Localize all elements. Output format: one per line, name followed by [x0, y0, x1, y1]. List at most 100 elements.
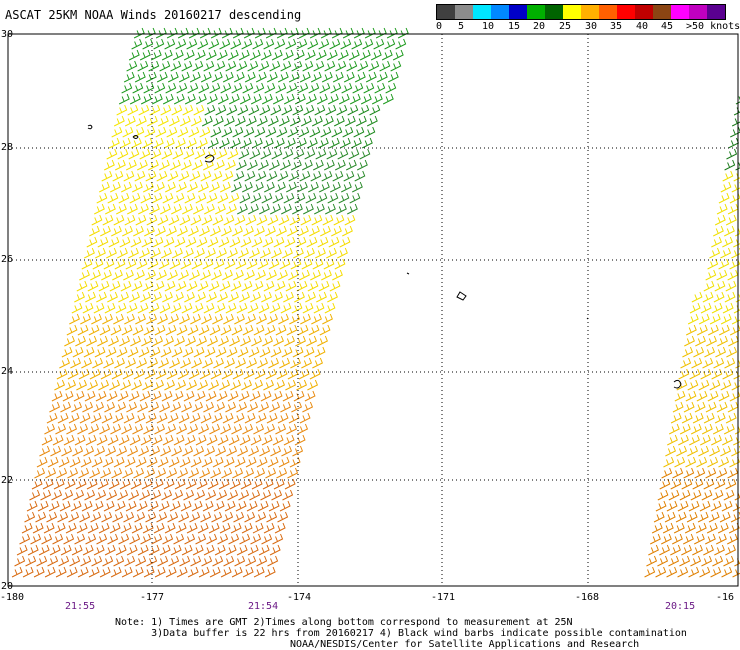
legend-label-50: >50 knots [686, 21, 740, 32]
wind-barb [657, 555, 669, 567]
wind-barb [206, 533, 218, 545]
wind-barb [279, 159, 291, 171]
wind-barb [114, 357, 126, 369]
wind-barb [223, 555, 235, 567]
wind-barb [58, 456, 70, 468]
wind-barb [353, 27, 365, 39]
wind-barb [243, 27, 255, 39]
wind-barb [106, 247, 117, 259]
wind-barb [147, 357, 159, 369]
wind-barb [395, 38, 407, 50]
wind-barb [668, 423, 680, 435]
wind-barb [661, 533, 672, 545]
wind-barb [340, 38, 352, 50]
wind-barb [103, 500, 115, 512]
wind-barb [171, 445, 183, 457]
wind-barb [250, 291, 261, 303]
wind-barb [233, 170, 245, 182]
wind-barb [87, 280, 99, 292]
wind-barb [62, 489, 74, 501]
wind-barb [731, 314, 740, 325]
wind-barb [124, 555, 136, 567]
wind-barb [169, 500, 181, 512]
wind-barb [676, 445, 688, 457]
wind-barb [703, 412, 715, 424]
wind-barb [258, 401, 270, 413]
wind-barb [224, 159, 236, 171]
wind-barb [167, 71, 179, 83]
wind-barb [250, 93, 262, 105]
wind-barb [183, 247, 194, 259]
wind-barb [257, 500, 269, 512]
wind-barb [320, 225, 331, 237]
wind-barb [734, 558, 740, 567]
wind-barb [281, 203, 292, 215]
wind-barb [35, 511, 47, 523]
wind-barb [298, 225, 309, 237]
wind-barb [246, 258, 258, 270]
wind-barb [317, 137, 329, 149]
wind-barb [205, 390, 217, 402]
wind-barb [208, 181, 220, 193]
wind-barb [114, 258, 126, 270]
wind-barb [390, 60, 402, 72]
wind-barb [114, 159, 126, 171]
wind-barb [238, 489, 250, 501]
wind-barb [326, 148, 338, 160]
wind-barb [100, 368, 112, 380]
wind-barb [86, 478, 98, 490]
wind-barb [724, 291, 736, 303]
wind-barb [251, 236, 263, 248]
wind-barb [725, 214, 737, 226]
wind-barb [219, 522, 231, 534]
wind-barb [96, 434, 108, 446]
wind-barb [222, 269, 233, 281]
wind-barb [80, 313, 91, 325]
wind-barb [242, 324, 254, 336]
legend-label-45: 45 [661, 21, 674, 32]
wind-barb [318, 38, 330, 50]
wind-barb [295, 236, 307, 248]
wind-barb [368, 60, 380, 72]
wind-barb [289, 456, 301, 468]
wind-barb [94, 203, 105, 215]
wind-barb [131, 280, 143, 292]
wind-barb [42, 478, 54, 490]
wind-barb [143, 566, 155, 578]
wind-barb [190, 555, 202, 567]
wind-barb [199, 126, 211, 138]
wind-barb [25, 555, 37, 567]
wind-barb [670, 412, 682, 424]
wind-barb [126, 401, 138, 413]
wind-barb [26, 500, 38, 512]
wind-barb [192, 544, 204, 556]
wind-barb [339, 236, 351, 248]
wind-barb [235, 500, 247, 512]
wind-barb [68, 412, 80, 424]
wind-barb [694, 467, 706, 479]
wind-barb [187, 324, 199, 336]
wind-barb [22, 566, 34, 578]
wind-barb [692, 412, 704, 424]
wind-barb [726, 346, 738, 358]
wind-barb [173, 192, 185, 204]
wind-barb [723, 423, 735, 435]
wind-barb [710, 566, 722, 578]
wind-barb [298, 126, 310, 138]
wind-barb [239, 93, 251, 105]
wind-barb [294, 93, 306, 105]
wind-barb [21, 522, 33, 534]
wind-barb [292, 445, 304, 457]
wind-barb [337, 49, 349, 61]
wind-barb [387, 71, 399, 83]
wind-barb [271, 148, 283, 160]
wind-barb [262, 335, 273, 347]
wind-barb [232, 126, 244, 138]
wind-barb [30, 533, 42, 545]
wind-barb [61, 445, 73, 457]
wind-barb [171, 203, 182, 215]
wind-barb [699, 500, 711, 512]
wind-barb [129, 93, 141, 105]
wind-barb [270, 203, 281, 215]
wind-barb [149, 445, 161, 457]
